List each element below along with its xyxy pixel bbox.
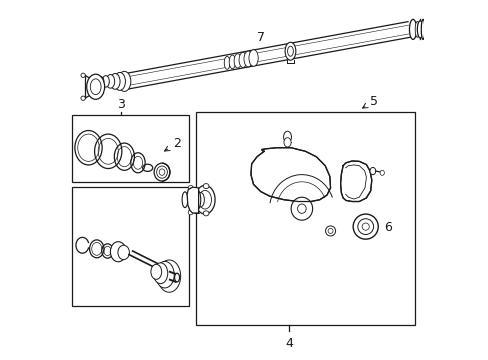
Ellipse shape bbox=[118, 245, 129, 260]
Ellipse shape bbox=[325, 226, 335, 236]
Ellipse shape bbox=[193, 190, 201, 210]
Ellipse shape bbox=[297, 204, 305, 213]
Text: 6: 6 bbox=[356, 221, 391, 234]
Ellipse shape bbox=[234, 54, 241, 68]
Ellipse shape bbox=[110, 73, 120, 89]
Ellipse shape bbox=[151, 264, 162, 279]
Ellipse shape bbox=[198, 190, 211, 209]
Text: 5: 5 bbox=[362, 95, 377, 108]
Ellipse shape bbox=[155, 261, 174, 288]
Ellipse shape bbox=[379, 170, 384, 175]
Polygon shape bbox=[340, 161, 371, 202]
Text: 7: 7 bbox=[249, 31, 264, 58]
Ellipse shape bbox=[408, 19, 416, 40]
Ellipse shape bbox=[416, 21, 422, 38]
Ellipse shape bbox=[244, 51, 252, 67]
Ellipse shape bbox=[421, 19, 424, 40]
Ellipse shape bbox=[195, 185, 215, 214]
Ellipse shape bbox=[369, 167, 375, 175]
Ellipse shape bbox=[153, 263, 167, 284]
Ellipse shape bbox=[203, 184, 208, 189]
Ellipse shape bbox=[154, 163, 169, 181]
Ellipse shape bbox=[118, 71, 131, 91]
Ellipse shape bbox=[86, 74, 104, 99]
Ellipse shape bbox=[287, 46, 293, 56]
Ellipse shape bbox=[290, 197, 312, 220]
Ellipse shape bbox=[285, 42, 295, 60]
Ellipse shape bbox=[414, 22, 419, 37]
Ellipse shape bbox=[188, 210, 193, 215]
Ellipse shape bbox=[90, 79, 101, 95]
Text: 3: 3 bbox=[117, 98, 124, 111]
Ellipse shape bbox=[327, 228, 332, 233]
Ellipse shape bbox=[284, 138, 290, 147]
Ellipse shape bbox=[187, 195, 192, 204]
Ellipse shape bbox=[106, 75, 115, 88]
Ellipse shape bbox=[174, 273, 179, 282]
Ellipse shape bbox=[81, 96, 85, 100]
Ellipse shape bbox=[102, 76, 109, 87]
Ellipse shape bbox=[197, 193, 204, 207]
Ellipse shape bbox=[110, 242, 126, 262]
Ellipse shape bbox=[158, 260, 180, 292]
Ellipse shape bbox=[81, 73, 85, 77]
Ellipse shape bbox=[283, 131, 291, 143]
Ellipse shape bbox=[188, 185, 193, 190]
Text: 2: 2 bbox=[164, 137, 180, 151]
Ellipse shape bbox=[114, 72, 125, 90]
Text: 1: 1 bbox=[192, 204, 200, 217]
Ellipse shape bbox=[362, 223, 368, 230]
Bar bbox=[72, 187, 188, 306]
Ellipse shape bbox=[352, 214, 378, 239]
Polygon shape bbox=[250, 148, 330, 202]
Polygon shape bbox=[187, 187, 198, 213]
Ellipse shape bbox=[224, 57, 229, 69]
Bar bbox=[72, 116, 188, 182]
Ellipse shape bbox=[203, 211, 208, 216]
Ellipse shape bbox=[357, 219, 373, 234]
Ellipse shape bbox=[98, 77, 104, 86]
Ellipse shape bbox=[182, 192, 187, 208]
Ellipse shape bbox=[156, 166, 167, 178]
Ellipse shape bbox=[159, 169, 164, 175]
Ellipse shape bbox=[189, 193, 196, 206]
Text: 4: 4 bbox=[285, 337, 293, 350]
Bar bbox=[196, 112, 414, 325]
Ellipse shape bbox=[229, 55, 235, 69]
Ellipse shape bbox=[239, 53, 246, 67]
Ellipse shape bbox=[248, 50, 258, 66]
